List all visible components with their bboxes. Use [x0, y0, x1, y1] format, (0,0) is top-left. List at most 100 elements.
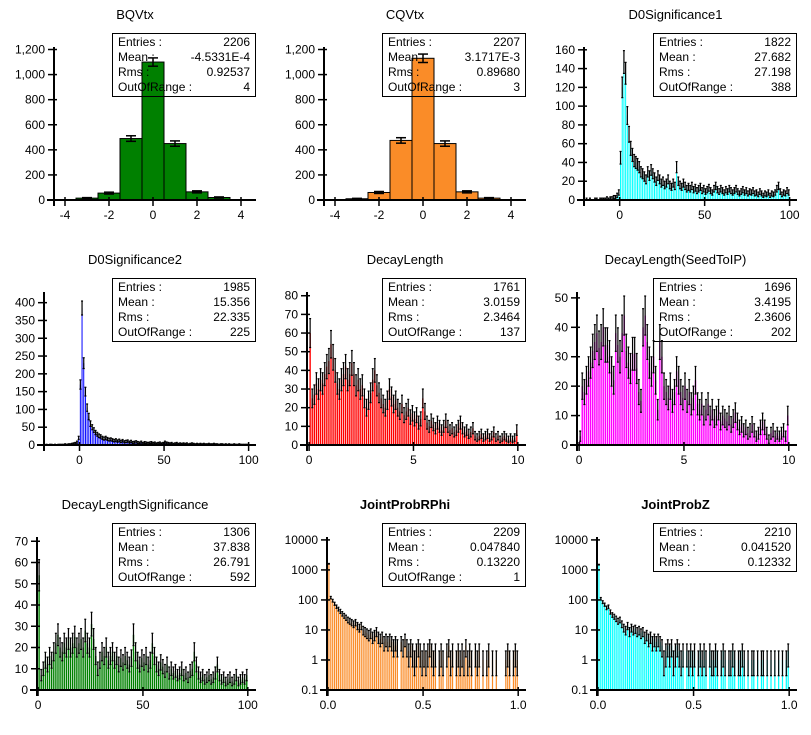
svg-text:800: 800 [25, 93, 45, 107]
stats-box: Entries :1761 Mean :3.0159 Rms :2.3464 OutO… [382, 278, 526, 342]
svg-text:10000: 10000 [285, 533, 319, 547]
stats-box: Entries : 2206 Mean : -4.5331E-4 Rms : 0.9253… [112, 33, 256, 97]
stat-label: Mean : [659, 540, 696, 554]
svg-text:100: 100 [568, 593, 588, 607]
stats-row: Rms : 26.791 [118, 555, 250, 570]
svg-text:120: 120 [555, 80, 575, 94]
stats-row: OutOfRange : 388 [659, 80, 791, 95]
svg-text:10: 10 [15, 662, 29, 676]
stat-label: Entries : [659, 35, 704, 49]
svg-text:0: 0 [576, 453, 583, 467]
stat-value: 4 [243, 80, 250, 94]
svg-text:250: 250 [15, 349, 35, 363]
stat-label: Mean : [659, 295, 696, 309]
stats-row: Entries : 1822 [659, 35, 791, 50]
stat-value: 0.12332 [747, 555, 791, 569]
svg-text:50: 50 [285, 345, 299, 359]
panel-d0significance2: 0 50 100 0 50 100 150 200 250 300 350 400 D0Signifi… [0, 245, 270, 490]
svg-text:50: 50 [15, 577, 29, 591]
svg-text:50: 50 [22, 420, 36, 434]
svg-text:800: 800 [295, 93, 315, 107]
panel-decaylength: 0 5 10 0 10 20 30 40 50 60 70 80 DecayLength Entrie… [270, 245, 540, 490]
svg-text:0: 0 [568, 193, 575, 207]
svg-text:0: 0 [35, 698, 42, 712]
stat-value: 2209 [493, 525, 520, 539]
svg-text:30: 30 [15, 619, 29, 633]
svg-text:1,000: 1,000 [15, 68, 45, 82]
svg-text:0: 0 [38, 193, 45, 207]
stats-row: Mean : 3.4195 [659, 295, 791, 310]
stats-row: OutOfRange : 137 [388, 325, 520, 340]
stats-row: Entries : 2209 [388, 525, 520, 540]
svg-text:10: 10 [782, 453, 796, 467]
svg-text:50: 50 [157, 453, 171, 467]
svg-text:200: 200 [25, 168, 45, 182]
panel-decaylength-seedtoip: 0 5 10 0 10 20 30 40 50 DecayLength(SeedToIP) En… [540, 245, 811, 490]
svg-text:100: 100 [780, 208, 800, 222]
stat-label: Entries : [659, 525, 704, 539]
stats-row: Mean : 3.1717E-3 [388, 50, 520, 65]
stat-label: Entries : [388, 35, 433, 49]
stat-value: 37.838 [213, 540, 250, 554]
stat-label: Rms : [118, 555, 150, 569]
stats-row: Mean : 15.356 [118, 295, 250, 310]
svg-text:70: 70 [15, 534, 29, 548]
stats-box: Entries :2209 Mean :0.047840 Rms :0.13220 O… [382, 523, 526, 587]
svg-text:10: 10 [511, 453, 525, 467]
svg-text:1.0: 1.0 [781, 698, 798, 712]
svg-text:100: 100 [298, 593, 318, 607]
svg-text:1,200: 1,200 [285, 43, 315, 57]
svg-text:0: 0 [616, 208, 623, 222]
svg-text:-2: -2 [374, 208, 385, 222]
stats-row: Mean : 27.682 [659, 50, 791, 65]
stat-label: Entries : [118, 35, 163, 49]
stat-value: 3.1717E-3 [464, 50, 520, 64]
stat-label: Entries : [388, 280, 433, 294]
svg-text:40: 40 [555, 320, 569, 334]
svg-text:4: 4 [238, 208, 245, 222]
stat-value: 3 [513, 80, 520, 94]
svg-text:5: 5 [681, 453, 688, 467]
stat-value: 3.4195 [754, 295, 791, 309]
svg-text:20: 20 [15, 641, 29, 655]
stat-value: 225 [229, 325, 250, 339]
stat-label: Mean : [388, 50, 425, 64]
stats-row: Entries : 2210 [659, 525, 791, 540]
svg-text:-4: -4 [60, 208, 71, 222]
bqvtx-histogram: -4 -2 0 2 4 0 200 400 600 800 1,000 1,200 [15, 43, 256, 222]
stat-value: 27.198 [754, 65, 791, 79]
svg-text:0: 0 [420, 208, 427, 222]
stats-row: Mean : 0.041520 [659, 540, 791, 555]
svg-text:0: 0 [561, 438, 568, 452]
stats-row: Rms : 0.92537 [118, 65, 250, 80]
svg-text:0.1: 0.1 [571, 683, 588, 697]
stats-box: Entries :1306 Mean :37.838 Rms :26.791 OutO… [112, 523, 256, 587]
panel-cqvtx: -4 -2 0 2 4 0 200 400 600 800 1,000 1,200 CQVtx Ent… [270, 0, 540, 245]
stat-value: 22.335 [213, 310, 250, 324]
stat-label: Entries : [118, 280, 163, 294]
svg-text:150: 150 [15, 385, 35, 399]
stat-label: OutOfRange : [388, 570, 463, 584]
stats-row: Rms : 27.198 [659, 65, 791, 80]
stat-label: Entries : [659, 280, 704, 294]
svg-text:140: 140 [555, 62, 575, 76]
stat-value: 0.13220 [476, 555, 520, 569]
stat-value: 1306 [223, 525, 250, 539]
stats-row: Entries : 1985 [118, 280, 250, 295]
svg-text:0.5: 0.5 [415, 698, 432, 712]
stat-label: Mean : [118, 50, 155, 64]
svg-text:-4: -4 [330, 208, 341, 222]
stat-label: Rms : [118, 65, 150, 79]
stats-row: OutOfRange : 202 [659, 325, 791, 340]
stat-value: 592 [229, 570, 250, 584]
svg-text:0: 0 [76, 453, 83, 467]
svg-text:2: 2 [194, 208, 201, 222]
stat-label: Mean : [118, 295, 155, 309]
svg-text:200: 200 [15, 367, 35, 381]
svg-text:0.5: 0.5 [685, 698, 702, 712]
stat-value: 1985 [223, 280, 250, 294]
cqvtx-histogram: -4 -2 0 2 4 0 200 400 600 800 1,000 1,200 [285, 43, 526, 222]
stats-row: OutOfRange : 4 [118, 80, 250, 95]
jointprobrphi-histogram: 0.0 0.5 1.0 0.1 1 10 100 1000 10000 [285, 533, 527, 712]
stat-value: 137 [499, 325, 520, 339]
